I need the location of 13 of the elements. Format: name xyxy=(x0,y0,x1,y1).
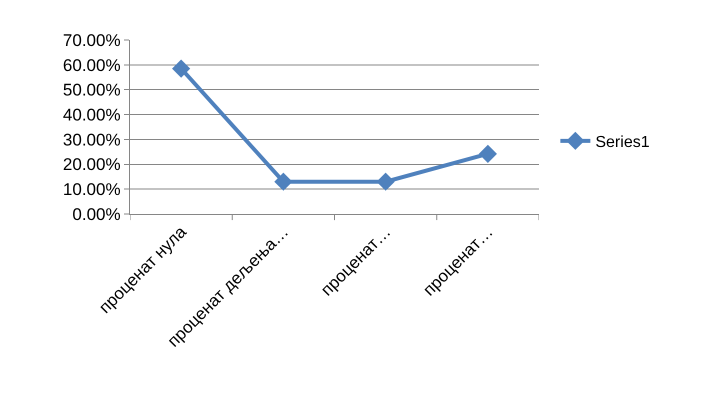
point xyxy=(376,172,395,191)
y-tick-label: 50.00% xyxy=(62,80,121,100)
y-tick-label: 0.00% xyxy=(72,204,121,224)
legend-label: Series1 xyxy=(595,134,650,152)
y-tick-label: 20.00% xyxy=(62,155,121,174)
y-tick-label: 10.00% xyxy=(62,180,121,200)
point xyxy=(274,172,292,191)
y-tick-label: 30.00% xyxy=(62,130,121,150)
y-tick-label: 60.00% xyxy=(62,56,121,75)
point xyxy=(478,144,497,163)
point xyxy=(172,59,190,78)
y-tick-label: 70.00% xyxy=(62,30,121,50)
y-tick-label: 40.00% xyxy=(62,106,121,125)
